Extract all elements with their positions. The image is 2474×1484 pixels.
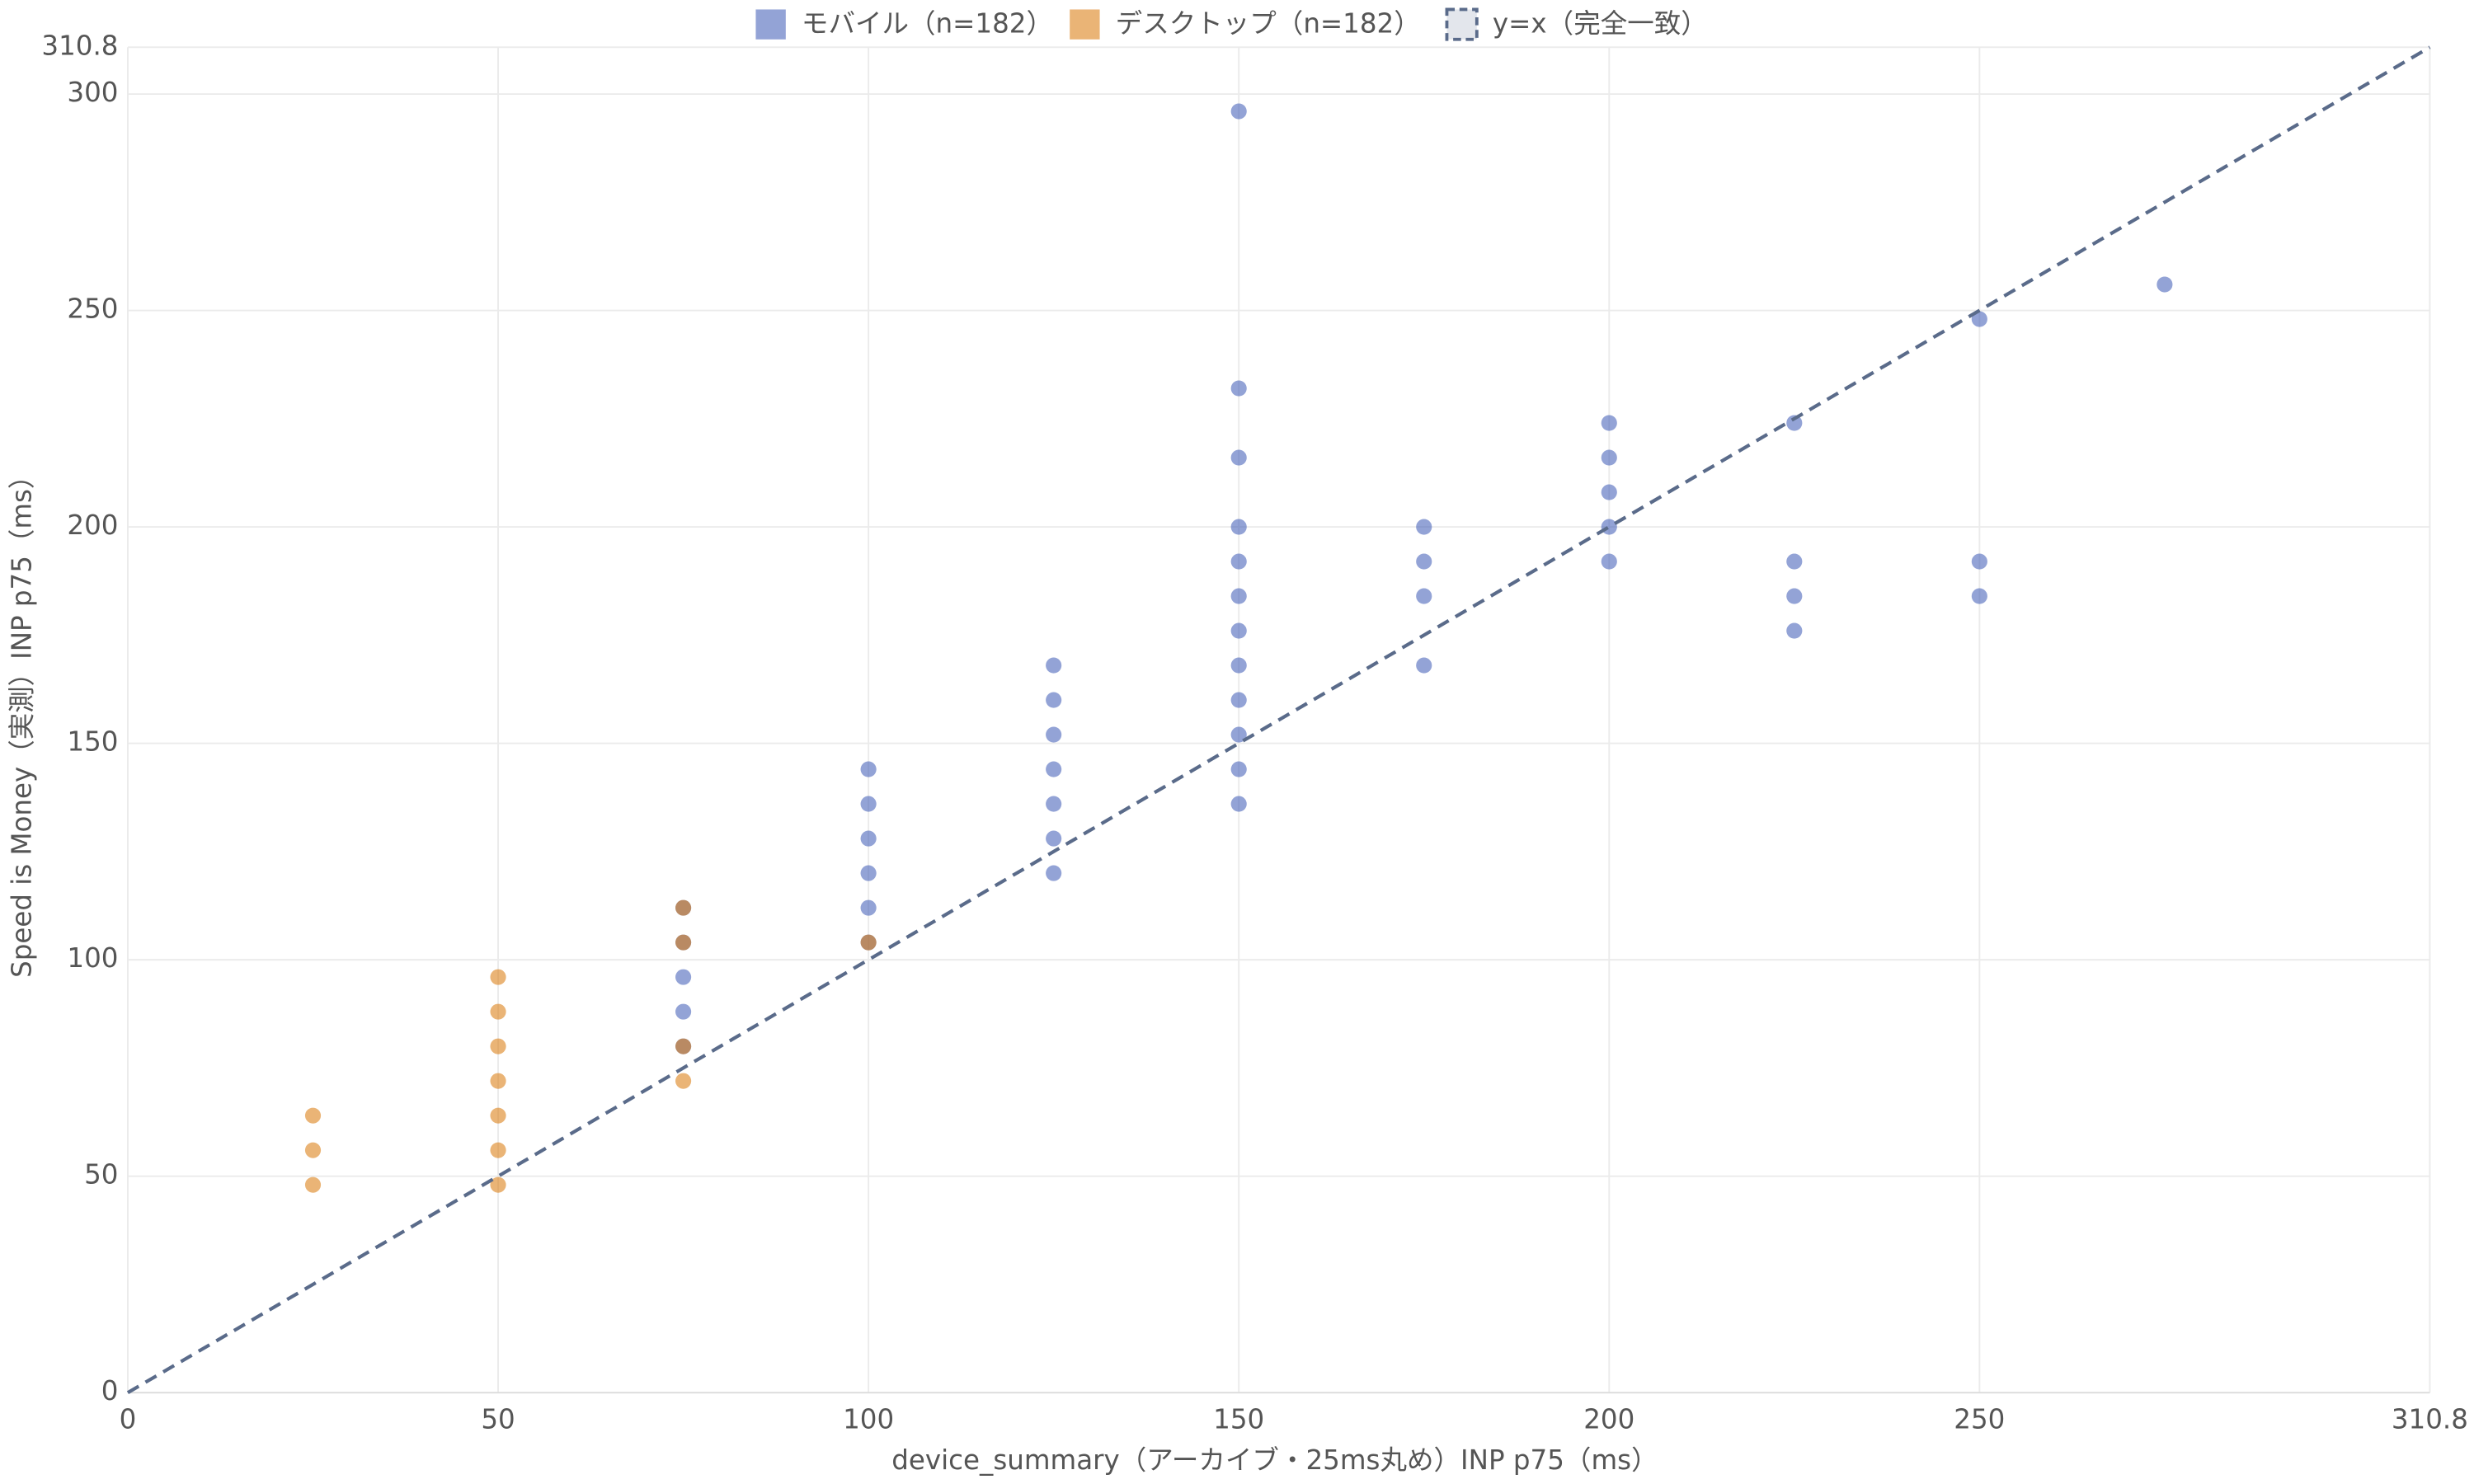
point	[490, 969, 506, 985]
point	[1230, 761, 1247, 777]
point	[1786, 553, 1803, 570]
y-tick-label: 310.8	[41, 30, 118, 61]
point	[675, 899, 692, 916]
point	[1786, 588, 1803, 604]
legend-swatch	[1445, 7, 1479, 41]
point	[675, 1038, 692, 1054]
point	[1046, 761, 1062, 777]
point	[490, 1003, 506, 1020]
point	[490, 1142, 506, 1158]
point	[1230, 796, 1247, 812]
point	[1230, 519, 1247, 535]
point	[1416, 553, 1432, 570]
x-tick-label: 50	[481, 1404, 515, 1435]
point	[1046, 865, 1062, 881]
point	[860, 865, 877, 881]
point	[1786, 622, 1803, 639]
point	[1786, 415, 1803, 431]
point	[490, 1038, 506, 1054]
legend-label: デスクトップ（n=182）	[1116, 8, 1421, 40]
x-tick-label: 150	[1213, 1404, 1264, 1435]
point	[1971, 588, 1987, 604]
point	[1230, 103, 1247, 120]
point	[675, 934, 692, 951]
point	[1230, 657, 1247, 674]
point	[675, 1003, 692, 1020]
point	[1046, 796, 1062, 812]
y-tick-label: 0	[101, 1375, 119, 1407]
point	[860, 899, 877, 916]
point	[304, 1142, 322, 1158]
point	[1601, 415, 1617, 431]
point	[2157, 276, 2173, 293]
y-tick-label: 50	[84, 1159, 118, 1190]
y-tick-label: 250	[67, 294, 118, 325]
point	[304, 1176, 322, 1193]
x-tick-label: 250	[1954, 1404, 2005, 1435]
point	[1601, 484, 1617, 500]
legend-swatch	[755, 9, 786, 40]
reference-line	[126, 45, 2431, 1394]
point	[490, 1176, 506, 1193]
y-axis-title: Speed is Money（実測）INP p75（ms）	[7, 463, 38, 978]
x-axis-title: device_summary（アーカイブ・25ms丸め）INP p75（ms）	[891, 1444, 1658, 1476]
point	[1230, 692, 1247, 708]
point	[1046, 657, 1062, 674]
point	[675, 969, 692, 985]
point	[1971, 553, 1987, 570]
x-tick-label: 200	[1583, 1404, 1634, 1435]
point	[1230, 622, 1247, 639]
point	[860, 830, 877, 847]
point	[1230, 449, 1247, 466]
point	[675, 1073, 692, 1089]
legend-label: モバイル（n=182）	[802, 8, 1053, 40]
point	[1046, 830, 1062, 847]
y-tick-label: 200	[67, 510, 118, 541]
point	[490, 1107, 506, 1124]
point	[490, 1073, 506, 1089]
point	[860, 934, 877, 951]
point	[860, 761, 877, 777]
point	[1601, 449, 1617, 466]
point	[304, 1107, 322, 1124]
point	[1416, 588, 1432, 604]
y-tick-label: 300	[67, 77, 118, 108]
point	[1230, 726, 1247, 743]
x-tick-label: 0	[120, 1404, 137, 1435]
point	[1416, 657, 1432, 674]
point	[1601, 519, 1617, 535]
y-tick-label: 100	[67, 942, 118, 974]
legend-label: y=x（完全一致）	[1493, 8, 1708, 40]
point	[1230, 588, 1247, 604]
point	[1230, 380, 1247, 397]
x-tick-label: 310.8	[2392, 1404, 2468, 1435]
point	[1046, 726, 1062, 743]
point	[1230, 553, 1247, 570]
point	[1971, 311, 1987, 327]
y-tick-label: 150	[67, 726, 118, 758]
point	[860, 796, 877, 812]
point	[1416, 519, 1432, 535]
point	[1601, 553, 1617, 570]
point	[1046, 692, 1062, 708]
legend-swatch	[1070, 9, 1100, 40]
x-tick-label: 100	[843, 1404, 894, 1435]
